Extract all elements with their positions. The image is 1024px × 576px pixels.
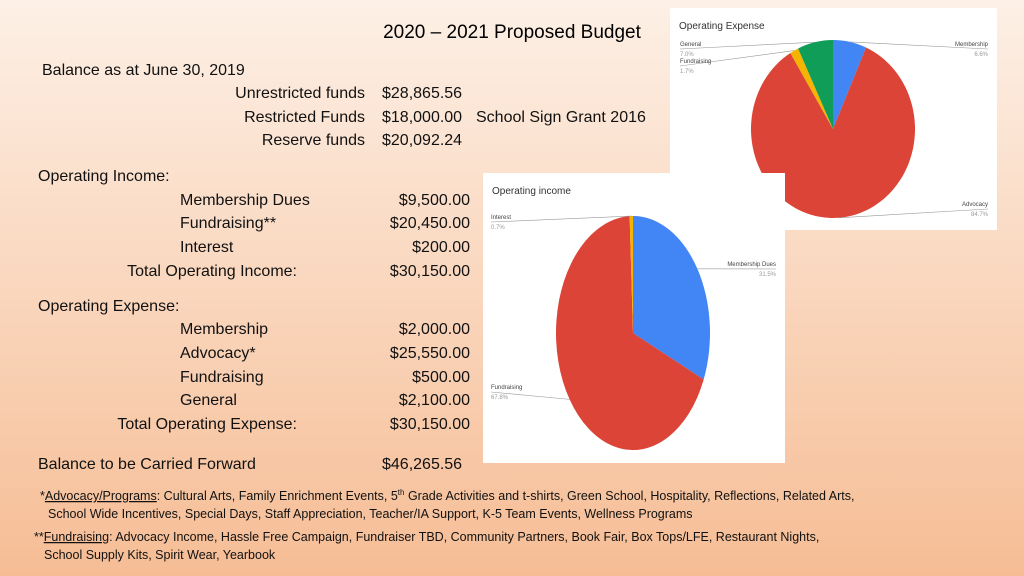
slice-label: Membership Dues — [727, 262, 776, 268]
footnote-label: Advocacy/Programs — [45, 489, 157, 503]
charts: Operating Expense Membership 6.6% Advocacy 8… — [483, 8, 997, 463]
slice-value: 7.0% — [680, 52, 694, 58]
pie-slice — [790, 48, 833, 129]
item-note: School Sign Grant 2016 — [476, 109, 646, 126]
item-amount: $9,500.00 — [399, 192, 470, 209]
item-label: Unrestricted funds — [235, 85, 365, 102]
carry-label: Balance to be Carried Forward — [38, 456, 256, 473]
slice-label: Membership — [955, 42, 989, 48]
slice-value: 67.8% — [491, 395, 509, 401]
slice-value: 31.5% — [759, 272, 777, 278]
pie-slice — [629, 216, 633, 333]
total-label: Total Operating Income: — [127, 263, 297, 280]
leader-line — [490, 215, 632, 223]
chart-title: Operating Expense — [679, 21, 765, 32]
item-amount: $20,092.24 — [382, 132, 462, 149]
footnote-line: *Advocacy/Programs: Cultural Arts, Famil… — [40, 488, 854, 503]
footnote-text: : Advocacy Income, Hassle Free Campaign,… — [109, 530, 819, 544]
item-amount: $28,865.56 — [382, 85, 462, 102]
footnote-line: School Supply Kits, Spirit Wear, Yearboo… — [44, 548, 276, 562]
slide-title: 2020 – 2021 Proposed Budget — [383, 22, 641, 43]
item-label: Advocacy* — [180, 345, 256, 362]
item-amount: $500.00 — [412, 369, 470, 386]
pie-chart: Operating income Membership Dues 31.5% Fund… — [483, 173, 785, 463]
leader-line — [679, 41, 816, 50]
slice-value: 0.7% — [491, 225, 505, 231]
pie-slice — [751, 47, 915, 219]
carry-amount: $46,265.56 — [382, 456, 462, 473]
pie-slice — [633, 216, 710, 380]
item-amount: $2,100.00 — [399, 392, 470, 409]
item-amount: $200.00 — [412, 239, 470, 256]
item-label: General — [180, 392, 237, 409]
leader-line — [849, 41, 989, 50]
item-amount: $18,000.00 — [382, 109, 462, 126]
slice-value: 1.7% — [680, 69, 694, 75]
item-label: Restricted Funds — [244, 109, 365, 126]
item-label: Fundraising** — [180, 215, 276, 232]
footnote-text: : Cultural Arts, Family Enrichment Event… — [157, 489, 398, 503]
footnote-text: Grade Activities and t-shirts, Green Sch… — [404, 489, 854, 503]
slice-label: Fundraising — [491, 385, 522, 391]
footnote-line: School Wide Incentives, Special Days, St… — [48, 507, 693, 521]
footnote-line: **Fundraising: Advocacy Income, Hassle F… — [34, 530, 819, 544]
total-amount: $30,150.00 — [390, 416, 470, 433]
pie-slice — [833, 40, 867, 129]
item-label: Membership Dues — [180, 192, 310, 209]
leader-line — [679, 50, 795, 67]
section-heading: Operating Income: — [38, 168, 170, 185]
item-label: Reserve funds — [262, 132, 365, 149]
leader-line — [838, 208, 989, 219]
item-label: Membership — [180, 321, 268, 338]
pie-chart: Operating Expense Membership 6.6% Advocacy 8… — [670, 8, 997, 230]
slice-value: 6.6% — [974, 52, 988, 58]
footnote-sup: th — [398, 488, 405, 497]
pie-slice — [798, 40, 833, 129]
slice-label: General — [680, 42, 701, 48]
item-label: Fundraising — [180, 369, 264, 386]
slice-label: Interest — [491, 215, 511, 221]
total-label: Total Operating Expense: — [117, 416, 297, 433]
footnote-marker: * — [40, 489, 45, 503]
total-amount: $30,150.00 — [390, 263, 470, 280]
item-amount: $20,450.00 — [390, 215, 470, 232]
slice-label: Advocacy — [962, 202, 988, 208]
footnote-marker: ** — [34, 530, 44, 544]
pie-slice — [556, 216, 704, 450]
balance-heading: Balance as at June 30, 2019 — [42, 62, 245, 79]
item-amount: $25,550.00 — [390, 345, 470, 362]
footnote-label: Fundraising — [44, 530, 109, 544]
slice-label: Fundraising — [680, 59, 711, 65]
slice-value: 84.7% — [971, 212, 989, 218]
leader-line — [490, 391, 570, 400]
item-label: Interest — [180, 239, 234, 256]
item-amount: $2,000.00 — [399, 321, 470, 338]
section-heading: Operating Expense: — [38, 298, 179, 315]
chart-title: Operating income — [492, 186, 571, 197]
